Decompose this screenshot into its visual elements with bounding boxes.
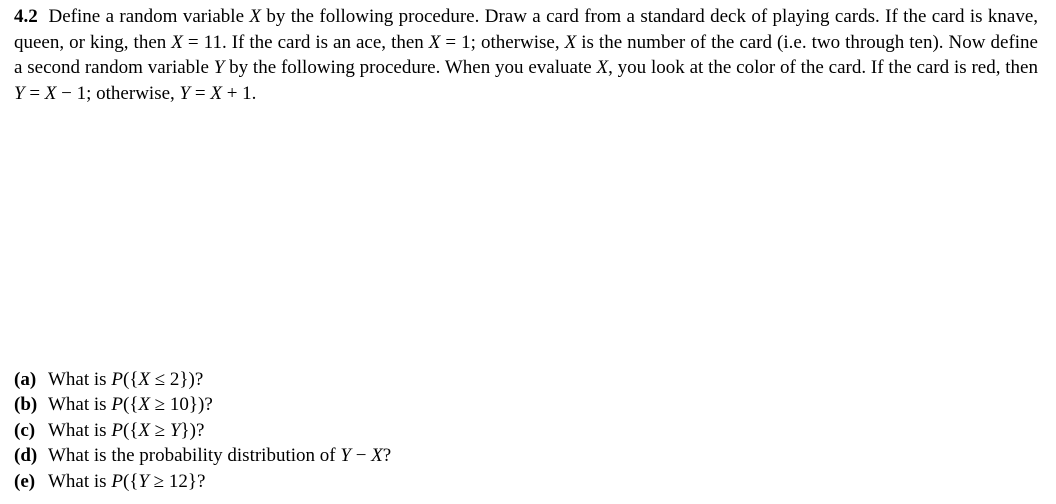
problem-number: 4.2 xyxy=(14,6,38,27)
part-text: What is P({Y ≥ 12}? xyxy=(48,469,205,495)
part-item: (b)What is P({X ≥ 10})? xyxy=(14,392,1038,418)
part-label: (c) xyxy=(14,418,48,444)
part-text: What is P({X ≤ 2})? xyxy=(48,367,203,393)
parts-list: (a)What is P({X ≤ 2})?(b)What is P({X ≥ … xyxy=(14,367,1038,495)
part-text: What is the probability distribution of … xyxy=(48,443,391,469)
part-item: (d)What is the probability distribution … xyxy=(14,443,1038,469)
part-label: (d) xyxy=(14,443,48,469)
part-label: (b) xyxy=(14,392,48,418)
part-item: (a)What is P({X ≤ 2})? xyxy=(14,367,1038,393)
part-text: What is P({X ≥ Y})? xyxy=(48,418,204,444)
part-text: What is P({X ≥ 10})? xyxy=(48,392,213,418)
problem-text: Define a random variable X by the follow… xyxy=(14,6,1038,104)
part-label: (e) xyxy=(14,469,48,495)
problem-statement: 4.2 Define a random variable X by the fo… xyxy=(14,4,1038,107)
part-item: (c)What is P({X ≥ Y})? xyxy=(14,418,1038,444)
part-label: (a) xyxy=(14,367,48,393)
part-item: (e)What is P({Y ≥ 12}? xyxy=(14,469,1038,495)
